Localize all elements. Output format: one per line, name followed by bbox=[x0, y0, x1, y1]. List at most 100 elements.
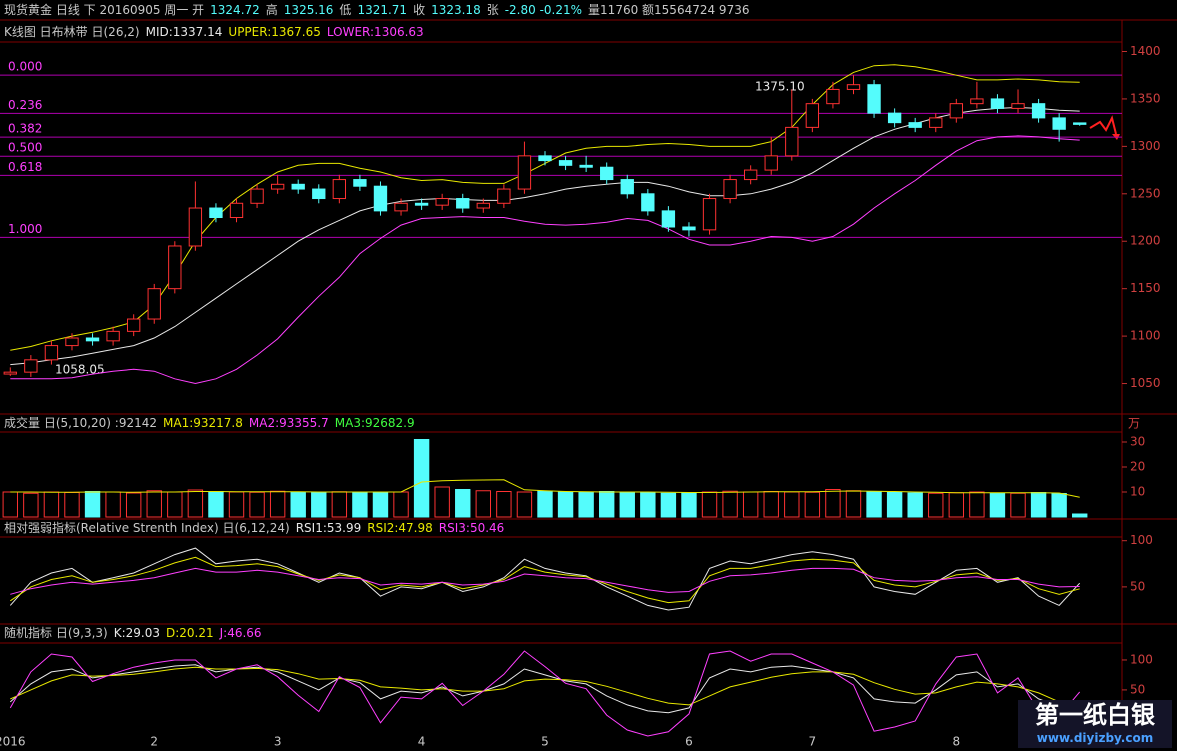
y-tick-label: 50 bbox=[1130, 682, 1145, 696]
candle-body bbox=[641, 193, 655, 212]
y-tick-label: 1400 bbox=[1130, 44, 1161, 58]
legend-text: 1323.18 bbox=[431, 3, 481, 17]
volume-bar bbox=[434, 486, 450, 518]
candle-body bbox=[373, 185, 388, 212]
legend-text: 量11760 额15564724 9736 bbox=[588, 3, 750, 17]
candle-body bbox=[250, 188, 264, 204]
legend-text: 随机指标 日(9,3,3) bbox=[4, 626, 108, 640]
indicator-line bbox=[10, 106, 1080, 366]
legend-text: 高 bbox=[265, 3, 278, 17]
fib-label: 0.000 bbox=[8, 60, 42, 74]
candle-body bbox=[764, 155, 778, 171]
legend-text: K线图 日布林带 日(26,2) bbox=[4, 25, 140, 39]
candle-body bbox=[65, 337, 79, 347]
candle-body bbox=[826, 88, 840, 105]
indicator-line bbox=[9, 664, 1080, 714]
volume-bar bbox=[578, 491, 594, 518]
legend-text: 1324.72 bbox=[210, 3, 260, 17]
y-tick-label: 20 bbox=[1130, 460, 1145, 474]
indicator-line bbox=[10, 479, 1080, 498]
legend-text: RSI3:50.46 bbox=[438, 521, 505, 535]
volume-bar bbox=[681, 492, 697, 518]
volume-bar bbox=[372, 492, 389, 518]
volume-bar bbox=[784, 491, 800, 518]
candle-body bbox=[456, 198, 470, 209]
fib-label: 0.236 bbox=[8, 98, 42, 112]
candle-body bbox=[312, 188, 326, 200]
candle-body bbox=[620, 179, 634, 195]
volume-bar bbox=[1051, 493, 1067, 518]
candle-body bbox=[1011, 103, 1025, 109]
indicator-line bbox=[10, 567, 1080, 595]
candle-body bbox=[929, 117, 943, 128]
candle-body bbox=[990, 98, 1005, 109]
volume-bar bbox=[331, 491, 348, 518]
candle-body bbox=[600, 166, 614, 181]
watermark-title: 第一纸白银 bbox=[1035, 701, 1155, 729]
volume-bar bbox=[125, 492, 142, 518]
indicator-line bbox=[9, 650, 1081, 737]
volume-bar bbox=[23, 492, 39, 518]
legend-text: RSI2:47.98 bbox=[367, 521, 433, 535]
panel-legend: 相对强弱指标(Relative Strenth Index) 日(6,12,24… bbox=[4, 520, 510, 536]
candle-body bbox=[867, 84, 881, 114]
x-tick-label: 8 bbox=[953, 735, 961, 749]
legend-text: 收 bbox=[413, 3, 426, 17]
volume-bar bbox=[311, 492, 327, 518]
fib-label: 1.000 bbox=[8, 222, 42, 236]
candle-body bbox=[558, 160, 573, 166]
volume-bar bbox=[599, 491, 615, 518]
volume-bar bbox=[84, 491, 101, 518]
legend-text: RSI1:53.99 bbox=[295, 521, 362, 535]
candle-body bbox=[209, 207, 223, 219]
indicator-line bbox=[10, 64, 1080, 351]
x-tick-label: 4 bbox=[418, 735, 426, 749]
volume-bar bbox=[825, 489, 841, 518]
volume-bar bbox=[928, 492, 944, 518]
volume-bar bbox=[640, 492, 656, 518]
legend-text: MA3:92682.9 bbox=[334, 416, 415, 430]
legend-text: UPPER:1367.65 bbox=[228, 25, 321, 39]
fib-label: 0.618 bbox=[8, 160, 42, 174]
y-tick-label: 1150 bbox=[1130, 281, 1161, 295]
indicator-line bbox=[10, 556, 1080, 604]
annotation: 1375.10 bbox=[755, 80, 805, 94]
candle-body bbox=[476, 202, 490, 209]
volume-bar bbox=[557, 491, 574, 518]
candle-body bbox=[846, 84, 861, 90]
volume-bar bbox=[475, 490, 491, 518]
legend-text: D:20.21 bbox=[165, 626, 214, 640]
candle-body bbox=[414, 202, 429, 206]
candle-body bbox=[1073, 122, 1087, 125]
x-tick-label: 6 bbox=[685, 735, 693, 749]
volume-bar bbox=[352, 491, 368, 518]
candle-body bbox=[949, 103, 963, 119]
y-tick-label: 1300 bbox=[1130, 139, 1161, 153]
unit-label: 万 bbox=[1128, 417, 1140, 431]
y-tick-label: 100 bbox=[1130, 533, 1153, 547]
volume-bar bbox=[619, 491, 635, 518]
candle-body bbox=[353, 179, 367, 187]
volume-bar bbox=[989, 492, 1006, 518]
candle-body bbox=[517, 155, 532, 190]
volume-bar bbox=[763, 491, 779, 518]
candle-body bbox=[908, 122, 922, 128]
y-tick-label: 100 bbox=[1130, 652, 1153, 666]
candle-body bbox=[106, 330, 120, 342]
candle-body bbox=[1052, 117, 1066, 130]
candle-body bbox=[970, 98, 984, 105]
pattern-arrow bbox=[1089, 115, 1117, 135]
legend-text: -2.80 -0.21% bbox=[504, 3, 583, 17]
panel-legend: K线图 日布林带 日(26,2) MID:1337.14 UPPER:1367.65… bbox=[4, 24, 430, 40]
candle-body bbox=[538, 155, 552, 162]
candle-body bbox=[24, 359, 38, 373]
candle-body bbox=[3, 371, 17, 375]
volume-bar bbox=[64, 492, 80, 518]
legend-text: 相对强弱指标(Relative Strenth Index) 日(6,12,24… bbox=[4, 521, 290, 535]
volume-bar bbox=[393, 491, 409, 518]
volume-bar bbox=[1010, 492, 1026, 518]
y-tick-label: 1200 bbox=[1130, 234, 1161, 248]
legend-text: MA1:93217.8 bbox=[163, 416, 243, 430]
volume-bar bbox=[886, 492, 903, 518]
